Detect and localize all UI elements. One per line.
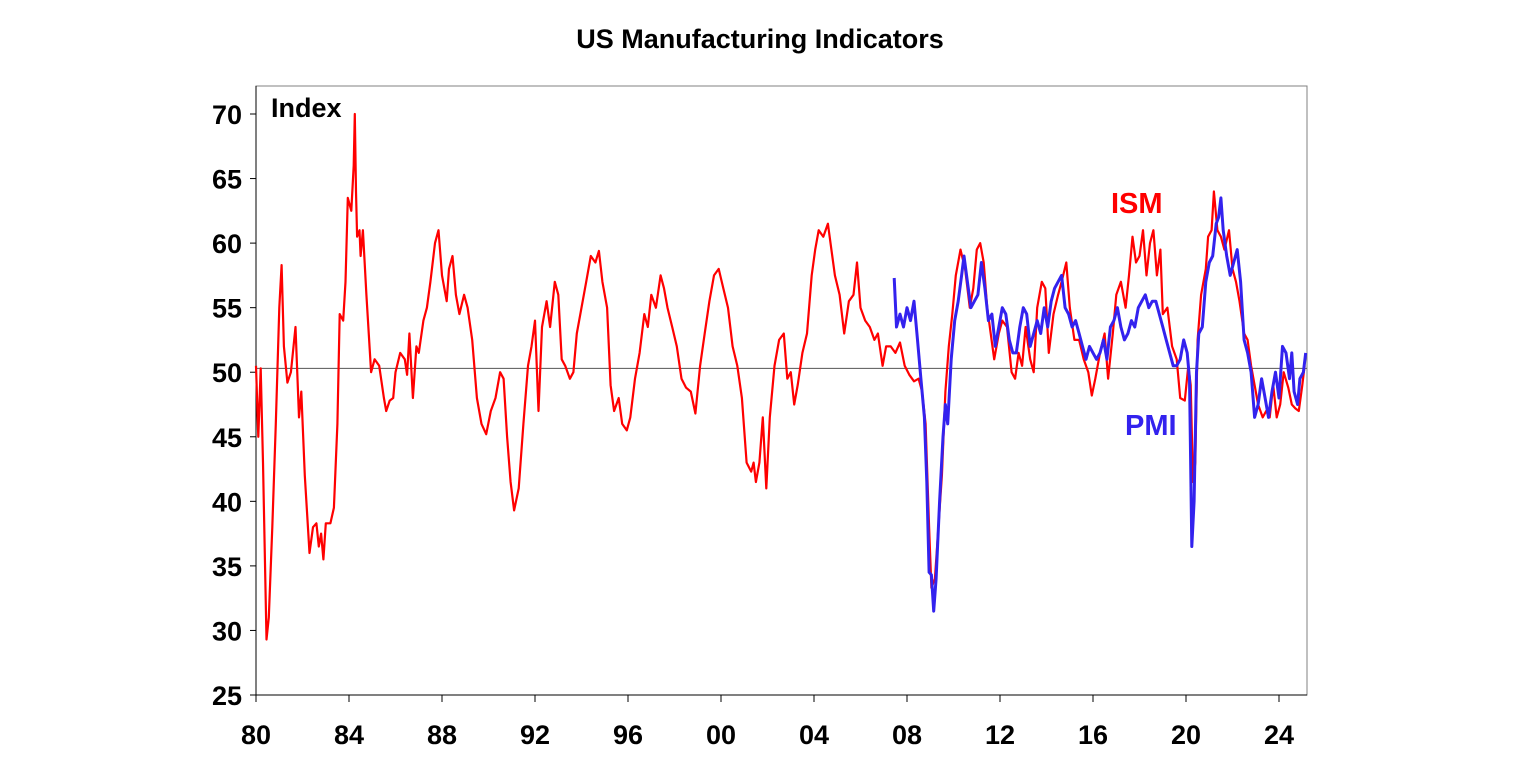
x-tick-label: 24 (1264, 720, 1294, 750)
y-tick-label: 50 (212, 358, 242, 388)
y-axis-unit-label: Index (271, 93, 342, 123)
series-group (254, 112, 1308, 641)
x-tick-label: 88 (427, 720, 457, 750)
x-tick-label: 92 (520, 720, 550, 750)
series-line-pmi (892, 196, 1308, 613)
x-tick-label: 08 (892, 720, 922, 750)
y-tick-label: 45 (212, 423, 242, 453)
x-tick-label: 84 (334, 720, 364, 750)
x-tick-label: 96 (613, 720, 643, 750)
y-tick-label: 30 (212, 616, 242, 646)
y-tick-label: 40 (212, 487, 242, 517)
x-tick-label: 16 (1078, 720, 1108, 750)
y-tick-label: 35 (212, 552, 242, 582)
y-tick-label: 25 (212, 681, 242, 711)
x-tick-label: 12 (985, 720, 1015, 750)
series-label-pmi: PMI (1125, 410, 1177, 442)
series-label-ism: ISM (1111, 188, 1163, 220)
axis-group: 25 30 35 40 45 50 55 60 65 70 80 84 88 92 96 00 04 08 12 16… (212, 86, 1307, 750)
x-tick-label: 20 (1171, 720, 1201, 750)
y-tick-label: 60 (212, 229, 242, 259)
series-line-ism (254, 112, 1306, 641)
y-tick-label: 65 (212, 165, 242, 195)
x-tick-label: 00 (706, 720, 736, 750)
x-tick-label: 04 (799, 720, 829, 750)
y-tick-label: 55 (212, 294, 242, 324)
x-tick-label: 80 (241, 720, 271, 750)
y-tick-label: 70 (212, 100, 242, 130)
chart-title: US Manufacturing Indicators (576, 24, 944, 54)
